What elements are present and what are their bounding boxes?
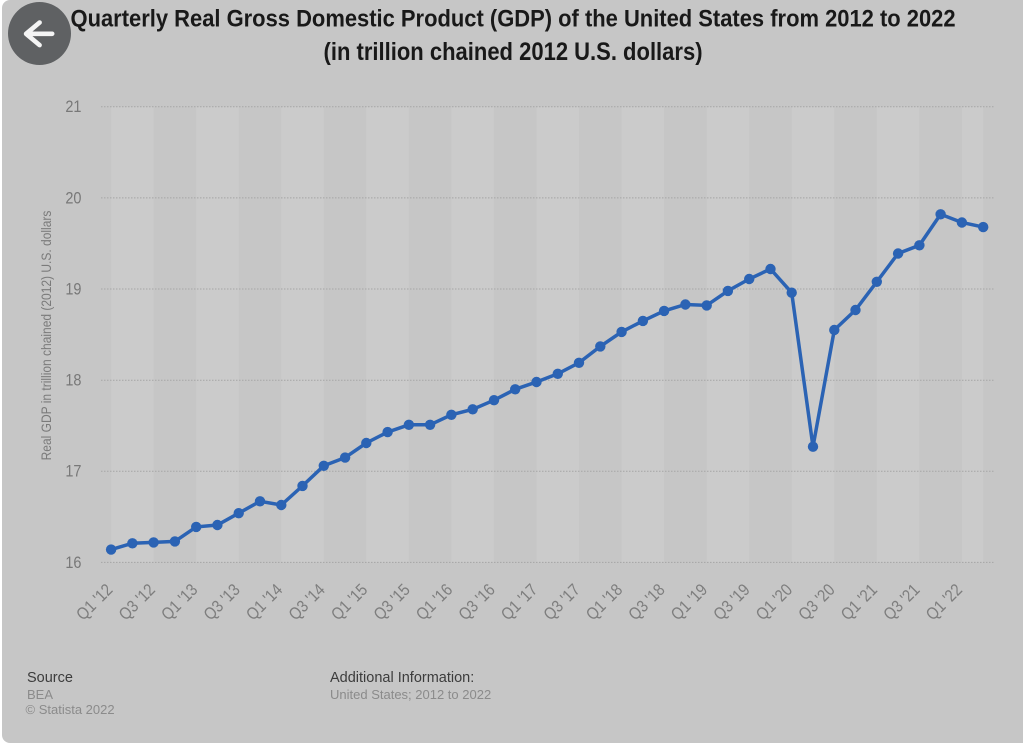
svg-text:Q1 '20: Q1 '20 bbox=[753, 581, 796, 624]
svg-text:Q3 '19: Q3 '19 bbox=[710, 581, 753, 624]
svg-text:Q3 '14: Q3 '14 bbox=[286, 581, 329, 624]
svg-text:Q1 '15: Q1 '15 bbox=[328, 581, 371, 624]
svg-text:Q3 '16: Q3 '16 bbox=[456, 581, 499, 624]
svg-text:Q1 '16: Q1 '16 bbox=[413, 581, 456, 624]
svg-text:21: 21 bbox=[65, 98, 81, 116]
svg-text:Q1 '21: Q1 '21 bbox=[838, 581, 881, 624]
svg-text:Q3 '20: Q3 '20 bbox=[795, 581, 838, 624]
svg-text:Q1 '14: Q1 '14 bbox=[243, 581, 286, 624]
svg-text:Q1 '13: Q1 '13 bbox=[158, 581, 201, 624]
svg-text:Q3 '15: Q3 '15 bbox=[371, 581, 414, 624]
svg-text:18: 18 bbox=[65, 372, 81, 390]
svg-text:Real GDP in trillion chained (: Real GDP in trillion chained (2012) U.S.… bbox=[38, 211, 54, 461]
svg-text:16: 16 bbox=[65, 554, 81, 572]
svg-text:Q1 '22: Q1 '22 bbox=[923, 581, 966, 624]
svg-text:19: 19 bbox=[65, 281, 81, 299]
svg-text:Q3 '12: Q3 '12 bbox=[116, 581, 159, 624]
svg-text:Q3 '18: Q3 '18 bbox=[625, 581, 668, 624]
svg-text:Q1 '18: Q1 '18 bbox=[583, 581, 626, 624]
svg-text:Q1 '17: Q1 '17 bbox=[498, 581, 541, 624]
svg-text:Q3 '21: Q3 '21 bbox=[880, 581, 923, 624]
svg-text:20: 20 bbox=[65, 189, 81, 207]
svg-text:17: 17 bbox=[65, 463, 81, 481]
svg-text:Q1 '12: Q1 '12 bbox=[73, 581, 116, 624]
svg-text:Q3 '13: Q3 '13 bbox=[201, 581, 244, 624]
svg-text:Q3 '17: Q3 '17 bbox=[541, 581, 584, 624]
svg-text:Q1 '19: Q1 '19 bbox=[668, 581, 711, 624]
